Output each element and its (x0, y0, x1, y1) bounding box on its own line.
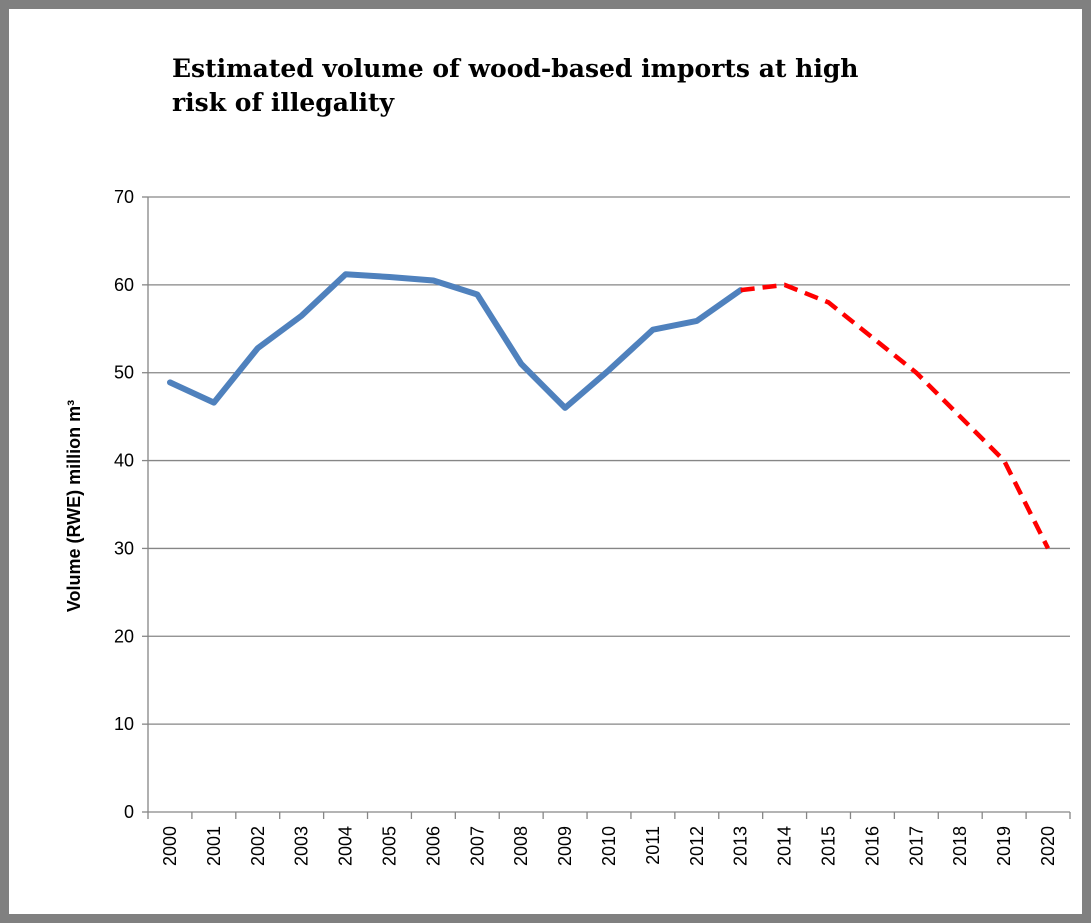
x-tick-label: 2020 (1038, 826, 1058, 866)
y-tick-label: 70 (114, 187, 134, 207)
x-tick-label: 2002 (248, 826, 268, 866)
x-tick-label: 2015 (819, 826, 839, 866)
x-tick-label: 2017 (906, 826, 926, 866)
y-tick-label: 10 (114, 714, 134, 734)
axes (142, 196, 1071, 819)
x-tick-label: 2003 (292, 826, 312, 866)
x-tick-label: 2013 (731, 826, 751, 866)
y-tick-label: 60 (114, 275, 134, 295)
series-lines (167, 271, 1051, 550)
x-tick-label: 2014 (775, 826, 795, 866)
y-tick-label: 50 (114, 363, 134, 383)
x-tick-label: 2009 (555, 826, 575, 866)
y-tick-label: 40 (114, 451, 134, 471)
x-tick-label: 2008 (511, 826, 531, 866)
historical-series-line (167, 271, 744, 411)
x-tick-label: 2006 (423, 826, 443, 866)
chart-title: Estimated volume of wood-based imports a… (172, 54, 859, 117)
x-tick-label: 2012 (687, 826, 707, 866)
y-tick-label: 0 (124, 802, 134, 822)
y-tick-label: 30 (114, 538, 134, 558)
y-axis-label: Volume (RWE) million m³ (64, 400, 84, 612)
x-tick-label: 2016 (862, 826, 882, 866)
x-tick-label: 2018 (950, 826, 970, 866)
y-tick-labels: 0 10 20 30 40 50 60 70 (114, 187, 134, 822)
x-tick-labels: 2000 2001 2002 2003 2004 2005 2006 2007 2008 2009… (160, 826, 1058, 866)
projection-series-line (740, 282, 1051, 550)
gridlines (148, 196, 1070, 725)
x-tick-label: 2000 (160, 826, 180, 866)
x-tick-label: 2011 (643, 826, 663, 865)
x-tick-label: 2005 (379, 826, 399, 866)
y-tick-label: 20 (114, 626, 134, 646)
x-tick-label: 2010 (599, 826, 619, 866)
x-tick-label: 2004 (336, 826, 356, 866)
x-tick-label: 2007 (467, 826, 487, 866)
x-tick-label: 2001 (204, 826, 224, 866)
x-tick-label: 2019 (994, 826, 1014, 866)
